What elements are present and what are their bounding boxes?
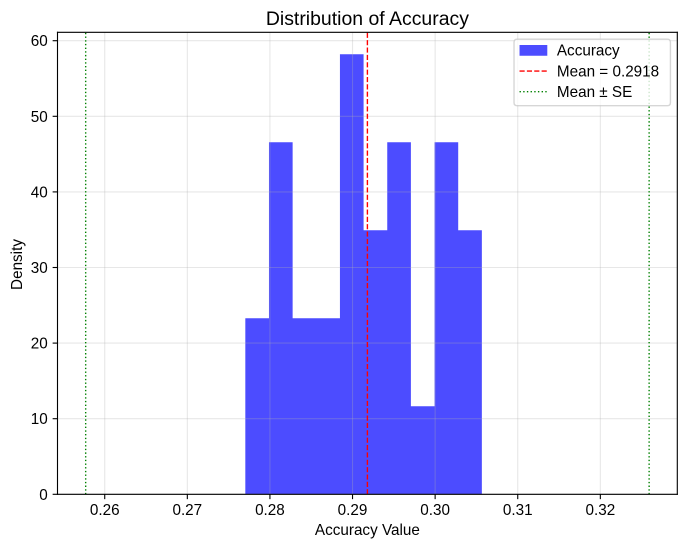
svg-text:0.32: 0.32 <box>585 502 615 519</box>
svg-text:10: 10 <box>31 411 48 428</box>
svg-text:60: 60 <box>31 33 48 50</box>
svg-text:0.26: 0.26 <box>90 502 120 519</box>
svg-text:Density: Density <box>9 239 26 290</box>
svg-text:Distribution of Accuracy: Distribution of Accuracy <box>266 8 469 30</box>
svg-text:Accuracy Value: Accuracy Value <box>315 522 420 539</box>
svg-text:0.27: 0.27 <box>172 502 202 519</box>
svg-text:40: 40 <box>31 184 48 201</box>
svg-text:0.28: 0.28 <box>255 502 285 519</box>
svg-text:0: 0 <box>39 487 48 504</box>
svg-text:0.31: 0.31 <box>503 502 533 519</box>
svg-text:Accuracy: Accuracy <box>557 43 620 60</box>
svg-text:Mean ± SE: Mean ± SE <box>557 84 632 101</box>
svg-text:0.29: 0.29 <box>338 502 368 519</box>
svg-text:Mean = 0.2918: Mean = 0.2918 <box>557 63 659 80</box>
svg-text:0.30: 0.30 <box>420 502 450 519</box>
svg-text:30: 30 <box>31 260 48 277</box>
svg-text:50: 50 <box>31 109 48 126</box>
svg-text:20: 20 <box>31 336 48 353</box>
